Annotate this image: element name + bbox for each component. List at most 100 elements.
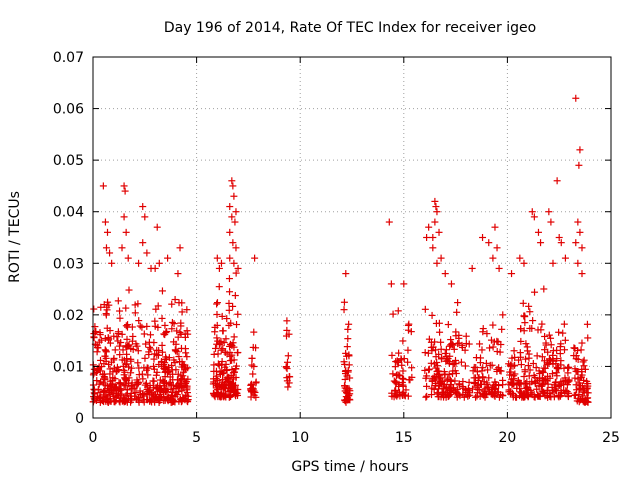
data-point <box>452 369 460 377</box>
data-point <box>575 161 583 169</box>
data-point <box>158 341 166 349</box>
data-point <box>444 321 452 329</box>
data-point <box>574 368 582 376</box>
data-point <box>387 280 395 288</box>
data-point <box>106 327 114 335</box>
data-point <box>233 321 241 329</box>
data-point <box>547 218 555 226</box>
data-point <box>93 348 101 356</box>
data-point <box>544 372 552 380</box>
data-point <box>106 377 114 385</box>
data-point <box>122 228 130 236</box>
data-point <box>480 391 488 399</box>
data-point <box>217 346 225 354</box>
data-point <box>226 288 234 296</box>
data-point <box>213 334 221 342</box>
data-point <box>544 393 552 401</box>
data-point <box>127 369 135 377</box>
data-point <box>225 275 233 283</box>
data-point <box>447 381 455 389</box>
data-point <box>436 372 444 380</box>
data-point <box>96 329 104 337</box>
data-point <box>435 350 443 358</box>
data-point <box>117 380 125 388</box>
data-point <box>226 203 234 211</box>
data-point <box>232 208 240 216</box>
data-point <box>391 387 399 395</box>
data-point <box>251 388 259 396</box>
data-point <box>251 254 259 262</box>
data-point <box>150 377 158 385</box>
data-point <box>578 244 586 252</box>
data-point <box>435 381 443 389</box>
data-point <box>545 331 553 339</box>
data-point <box>110 392 118 400</box>
data-point <box>345 361 353 369</box>
data-point <box>523 343 531 351</box>
data-point <box>428 347 436 355</box>
data-point <box>112 387 120 395</box>
data-point <box>102 357 110 365</box>
data-point <box>581 365 589 373</box>
data-point <box>156 387 164 395</box>
data-point <box>575 390 583 398</box>
data-point <box>545 355 553 363</box>
data-point <box>213 340 221 348</box>
data-point <box>120 182 128 190</box>
data-point <box>234 310 242 318</box>
data-point <box>431 218 439 226</box>
data-point <box>522 355 530 363</box>
data-point <box>429 374 437 382</box>
data-point <box>114 337 122 345</box>
data-point <box>583 320 591 328</box>
data-point <box>228 213 236 221</box>
data-point <box>131 309 139 317</box>
data-point <box>395 371 403 379</box>
data-point <box>507 361 515 369</box>
data-point <box>139 203 147 211</box>
data-point <box>430 360 438 368</box>
data-point <box>428 376 436 384</box>
data-point <box>553 177 561 185</box>
data-point <box>100 388 108 396</box>
data-point <box>122 304 130 312</box>
y-tick-label: 0 <box>75 411 84 427</box>
data-point <box>572 94 580 102</box>
data-point <box>232 244 240 252</box>
data-point <box>559 329 567 337</box>
data-point <box>489 254 497 262</box>
y-axis-label: ROTI / TECUs <box>7 191 23 283</box>
data-point <box>168 398 176 406</box>
data-point <box>123 343 131 351</box>
data-point <box>529 360 537 368</box>
data-point <box>210 378 218 386</box>
data-point <box>229 373 237 381</box>
data-point <box>133 342 141 350</box>
data-point <box>145 351 153 359</box>
data-point <box>216 392 224 400</box>
data-point <box>101 352 109 360</box>
data-point <box>421 349 429 357</box>
data-point <box>511 353 519 361</box>
data-point <box>584 389 592 397</box>
data-point <box>153 346 161 354</box>
data-point <box>176 358 184 366</box>
data-point <box>154 302 162 310</box>
data-point <box>577 346 585 354</box>
data-point <box>552 360 560 368</box>
data-point <box>221 385 229 393</box>
data-point <box>514 376 522 384</box>
data-point <box>140 330 148 338</box>
data-point <box>219 327 227 335</box>
data-point <box>520 392 528 400</box>
data-point <box>212 344 220 352</box>
data-point <box>521 319 529 327</box>
data-point <box>124 379 132 387</box>
data-point <box>219 345 227 353</box>
data-point <box>158 287 166 295</box>
data-point <box>512 393 520 401</box>
data-point <box>230 259 238 267</box>
data-point <box>123 386 131 394</box>
data-point <box>144 371 152 379</box>
data-point <box>105 336 113 344</box>
